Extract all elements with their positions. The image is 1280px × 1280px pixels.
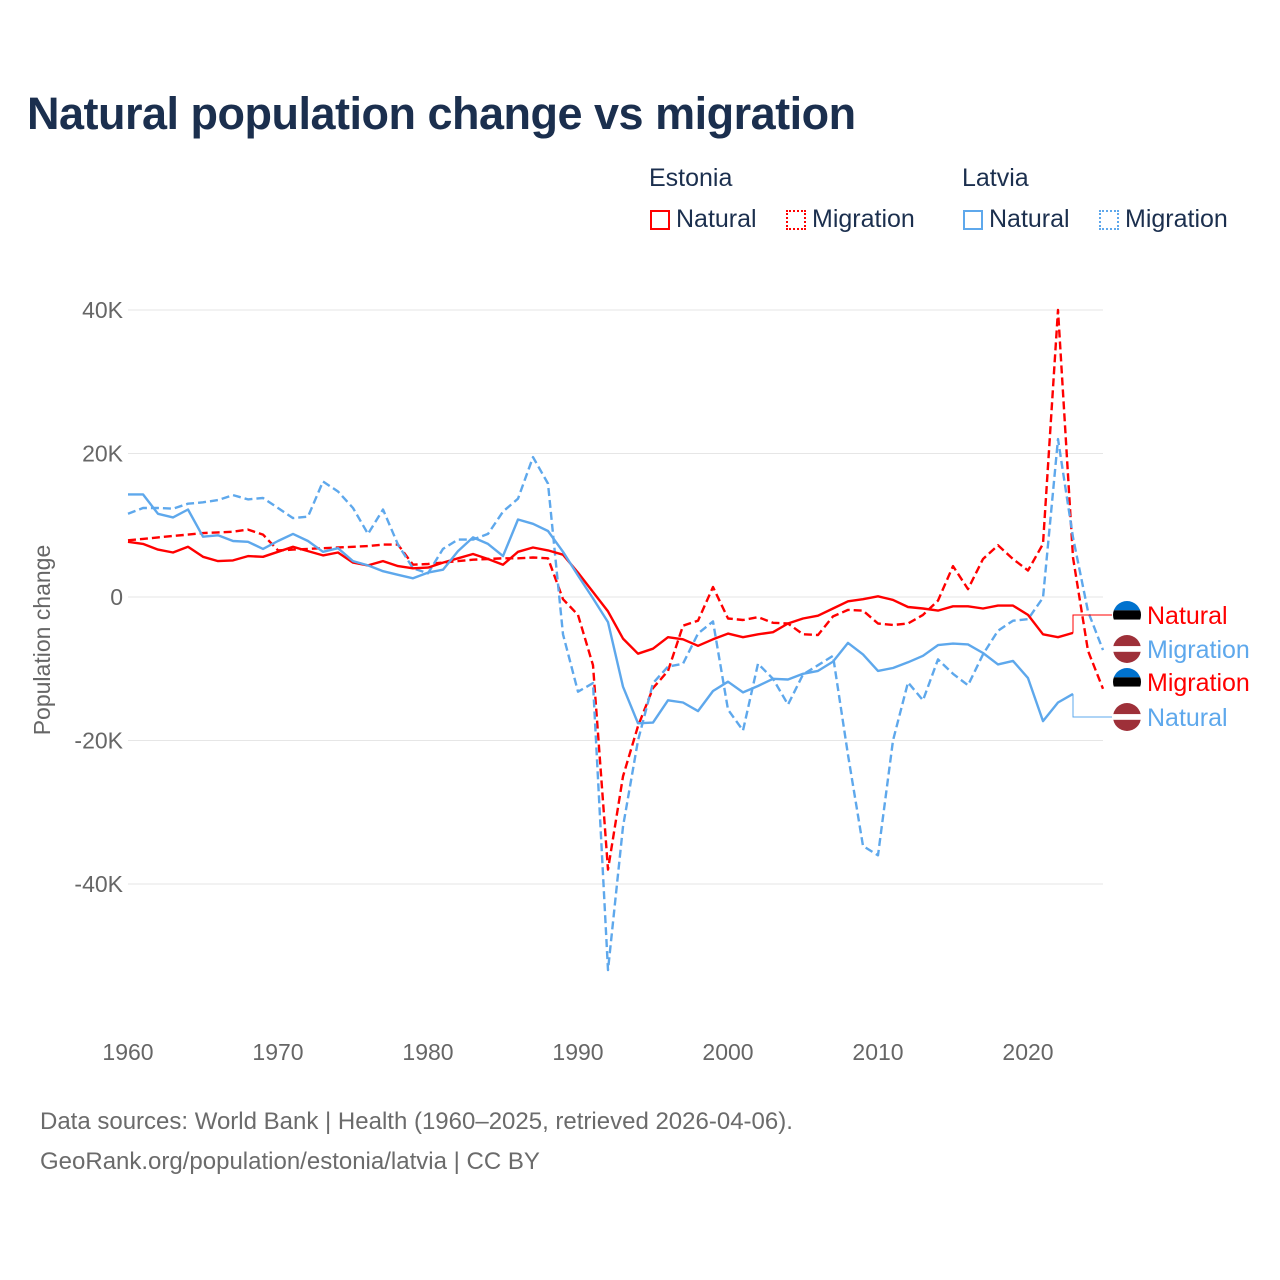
end-label-estonia-natural: Natural xyxy=(1147,602,1228,630)
footer-link[interactable]: GeoRank.org/population/estonia/latvia | … xyxy=(40,1148,540,1175)
end-label-estonia-migration: Migration xyxy=(1147,669,1250,697)
x-tick-label: 1990 xyxy=(552,1039,603,1065)
flag-stripe xyxy=(1113,677,1141,687)
series-line-latvia-natural xyxy=(128,493,1074,725)
flag-stripe xyxy=(1113,686,1141,696)
legend-label: Natural xyxy=(676,205,757,233)
legend-label: Migration xyxy=(812,205,915,233)
flag-latvia-icon xyxy=(1113,635,1141,663)
flag-stripe xyxy=(1113,635,1141,647)
label-connector xyxy=(1072,693,1112,718)
series-line-estonia-natural xyxy=(127,540,1074,655)
y-tick-label: -20K xyxy=(74,728,123,754)
end-label-latvia-natural: Natural xyxy=(1147,704,1228,732)
legend-swatch-solid xyxy=(650,209,670,230)
flag-stripe xyxy=(1113,601,1141,611)
flag-stripe xyxy=(1113,619,1141,629)
flag-stripe xyxy=(1113,651,1141,663)
series-line-estonia-migration xyxy=(127,308,1105,871)
legend-item-estonia-migration[interactable]: Migration xyxy=(786,205,915,234)
flag-latvia-icon xyxy=(1113,703,1141,731)
end-label-latvia-migration: Migration xyxy=(1147,636,1250,664)
legend-group-latvia: Latvia xyxy=(962,164,1029,192)
footer-sources: Data sources: World Bank | Health (1960–… xyxy=(40,1108,793,1135)
x-tick-label: 1970 xyxy=(252,1039,303,1065)
y-tick-label: 40K xyxy=(82,297,124,323)
legend-item-estonia-natural[interactable]: Natural xyxy=(650,205,757,234)
flag-stripe xyxy=(1113,646,1141,652)
legend-swatch-dotted xyxy=(1099,209,1119,230)
legend-group-estonia: Estonia xyxy=(649,164,733,192)
flag-estonia-icon xyxy=(1113,601,1141,629)
y-tick-label: 0 xyxy=(110,584,123,610)
flag-stripe xyxy=(1113,610,1141,620)
x-tick-label: 1960 xyxy=(102,1039,153,1065)
legend-label: Natural xyxy=(989,205,1070,233)
chart-title: Natural population change vs migration xyxy=(27,88,856,139)
x-tick-label: 2010 xyxy=(852,1039,903,1065)
legend-label: Migration xyxy=(1125,205,1228,233)
legend-swatch-dotted xyxy=(786,209,806,230)
y-axis-title: Population change xyxy=(29,545,55,736)
legend-item-latvia-migration[interactable]: Migration xyxy=(1099,205,1228,234)
flag-stripe xyxy=(1113,719,1141,731)
x-tick-label: 2000 xyxy=(702,1039,753,1065)
flag-stripe xyxy=(1113,703,1141,715)
flag-stripe xyxy=(1113,668,1141,678)
x-tick-label: 2020 xyxy=(1002,1039,1053,1065)
series-line-latvia-migration xyxy=(127,437,1105,972)
flag-stripe xyxy=(1113,714,1141,720)
legend-swatch-solid xyxy=(963,209,983,230)
legend-item-latvia-natural[interactable]: Natural xyxy=(963,205,1070,234)
y-tick-label: 20K xyxy=(82,441,124,467)
y-tick-label: -40K xyxy=(74,871,123,897)
label-connector xyxy=(1072,614,1112,633)
flag-estonia-icon xyxy=(1113,668,1141,696)
x-tick-label: 1980 xyxy=(402,1039,453,1065)
